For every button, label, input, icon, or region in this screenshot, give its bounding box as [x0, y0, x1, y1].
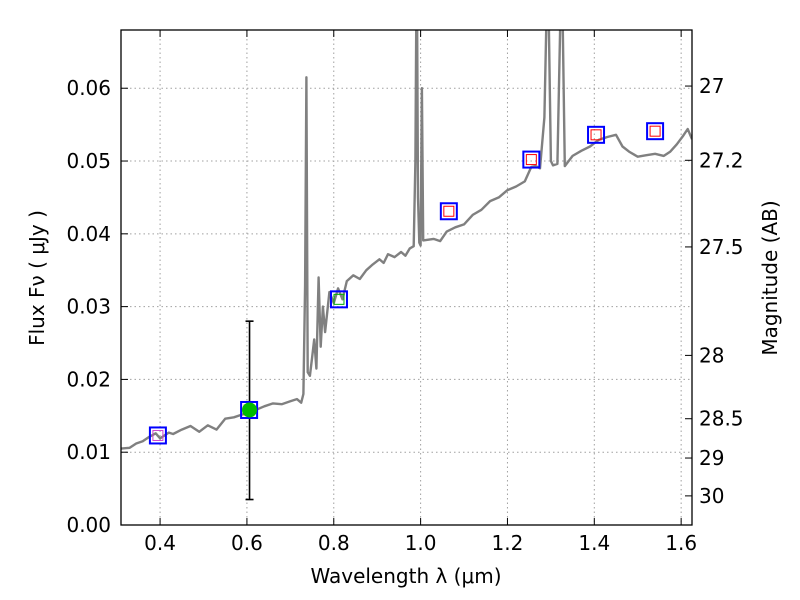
y-tick-label: 0.05	[66, 149, 111, 173]
y2-tick-label: 27	[699, 74, 724, 98]
marker-layer	[148, 122, 665, 445]
y-axis-title: Flux Fν ( μJy )	[25, 210, 49, 346]
y-tick-label: 0.00	[66, 513, 111, 537]
photometry-box	[646, 122, 665, 141]
photometry-box	[148, 426, 167, 445]
y2-tick-label: 29	[699, 446, 724, 470]
photometry-box	[439, 202, 458, 221]
y2-tick-label: 30	[699, 484, 724, 508]
y-tick-label: 0.01	[66, 440, 111, 464]
tick-layer: 0.4 0.6 0.8 1.0 1.2 1.4 1.6 0.00 0.01 0.02 0.03 0.0…	[66, 30, 744, 555]
photometry-box	[240, 400, 259, 419]
photometry-box	[329, 290, 348, 309]
y2-tick-label: 28	[699, 343, 724, 367]
x-tick-label: 0.8	[318, 531, 350, 555]
y-tick-label: 0.03	[66, 295, 111, 319]
x-tick-label: 1.4	[578, 531, 610, 555]
plot-frame	[120, 29, 693, 526]
photometry-inner-box	[525, 154, 537, 166]
y-tick-label: 0.04	[66, 222, 111, 246]
y-tick-label: 0.02	[66, 367, 111, 391]
photometry-inner-box	[590, 129, 602, 141]
x-tick-label: 0.6	[231, 531, 263, 555]
photometry-inner-box	[152, 429, 164, 441]
y2-axis-title: Magnitude (AB)	[758, 200, 782, 355]
y2-tick-label: 27.2	[699, 148, 744, 172]
observed-point	[242, 402, 258, 418]
y2-tick-label: 28.5	[699, 407, 744, 431]
x-tick-label: 1.0	[405, 531, 437, 555]
x-tick-label: 1.2	[492, 531, 524, 555]
y2-tick-label: 27.5	[699, 235, 744, 259]
photometry-box	[587, 125, 606, 144]
x-tick-label: 1.6	[665, 531, 697, 555]
x-axis-title: Wavelength λ (μm)	[310, 564, 501, 588]
photometry-inner-box	[333, 293, 345, 305]
photometry-inner-box	[649, 125, 661, 137]
photometry-box	[522, 150, 541, 169]
y-tick-label: 0.06	[66, 76, 111, 100]
x-tick-label: 0.4	[144, 531, 176, 555]
photometry-inner-box	[443, 205, 455, 217]
